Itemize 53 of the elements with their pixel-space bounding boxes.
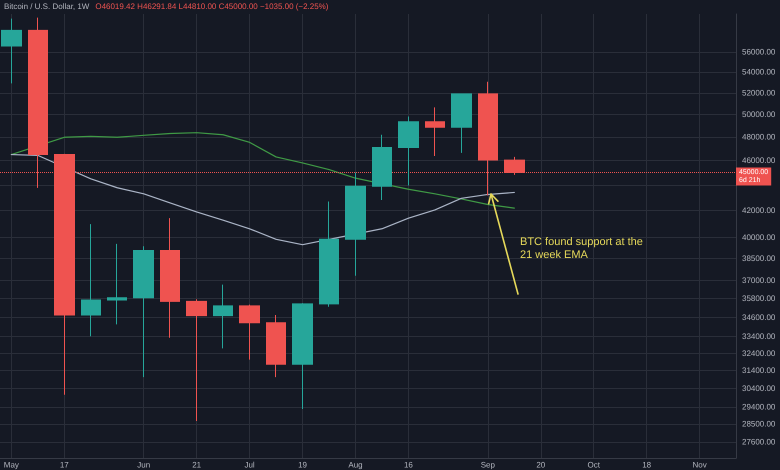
candlestick xyxy=(160,218,180,338)
line-series xyxy=(10,154,515,246)
y-tick-label: 56000.00 xyxy=(742,48,776,57)
line-series xyxy=(10,132,515,209)
chart-subtitle: O46019.42 H46291.84 L44810.00 C45000.00 −1035.00 (−2.25%) xyxy=(95,2,328,11)
x-tick-label: Oct xyxy=(587,460,601,470)
candlestick xyxy=(398,116,419,186)
x-tick-label: Jul xyxy=(244,460,255,470)
y-tick-label: 37000.00 xyxy=(742,276,776,285)
y-tick-label: 28500.00 xyxy=(742,420,776,429)
candlestick xyxy=(266,314,286,378)
y-tick-label: 54000.00 xyxy=(742,68,776,77)
y-tick-label: 46000.00 xyxy=(742,156,776,165)
candlestick xyxy=(292,302,313,410)
y-tick-label: 27600.00 xyxy=(742,437,776,446)
candlestick xyxy=(107,243,127,325)
y-tick-label: 48000.00 xyxy=(742,132,776,142)
y-tick-label: 50000.00 xyxy=(742,110,776,119)
candlestick xyxy=(81,224,101,337)
y-tick-label: 34600.00 xyxy=(742,312,776,322)
annotation: BTC found support at the 21 week EMA xyxy=(520,236,644,262)
y-tick-label: 40000.00 xyxy=(742,232,776,242)
x-tick-label: May xyxy=(4,460,19,470)
candlestick xyxy=(186,298,207,422)
y-tick-label: 38500.00 xyxy=(742,254,776,263)
x-tick-label: 20 xyxy=(536,460,546,470)
y-tick-label: 33400.00 xyxy=(742,332,776,342)
y-tick-label: 52000.00 xyxy=(742,88,776,98)
x-tick-label: 16 xyxy=(404,460,414,470)
y-tick-label: 30400.00 xyxy=(742,384,776,394)
x-tick-label: 19 xyxy=(298,460,308,470)
candlestick xyxy=(372,134,392,200)
y-tick-label: 31400.00 xyxy=(742,366,776,376)
x-tick-label: Sep xyxy=(480,460,496,470)
candlestick xyxy=(345,172,366,276)
candlestick xyxy=(319,201,339,308)
x-tick-label: Aug xyxy=(348,460,363,470)
y-tick-label: 32400.00 xyxy=(742,348,776,358)
x-tick-label: 18 xyxy=(642,460,652,470)
x-tick-label: 21 xyxy=(192,460,202,470)
x-tick-label: 17 xyxy=(60,460,70,470)
x-tick-label: Jun xyxy=(137,460,150,470)
chart-title: Bitcoin / U.S. Dollar, 1W xyxy=(4,2,90,11)
candlestick xyxy=(239,304,260,360)
candlestick xyxy=(451,92,472,154)
candlestick xyxy=(213,284,233,349)
candlestick xyxy=(133,246,154,378)
candlestick xyxy=(425,106,445,156)
candlestick xyxy=(1,18,22,84)
y-tick-label: 29400.00 xyxy=(742,402,776,412)
x-tick-label: Nov xyxy=(692,460,707,470)
y-tick-label: 35800.00 xyxy=(742,294,776,303)
y-tick-label: 42000.00 xyxy=(742,206,776,215)
